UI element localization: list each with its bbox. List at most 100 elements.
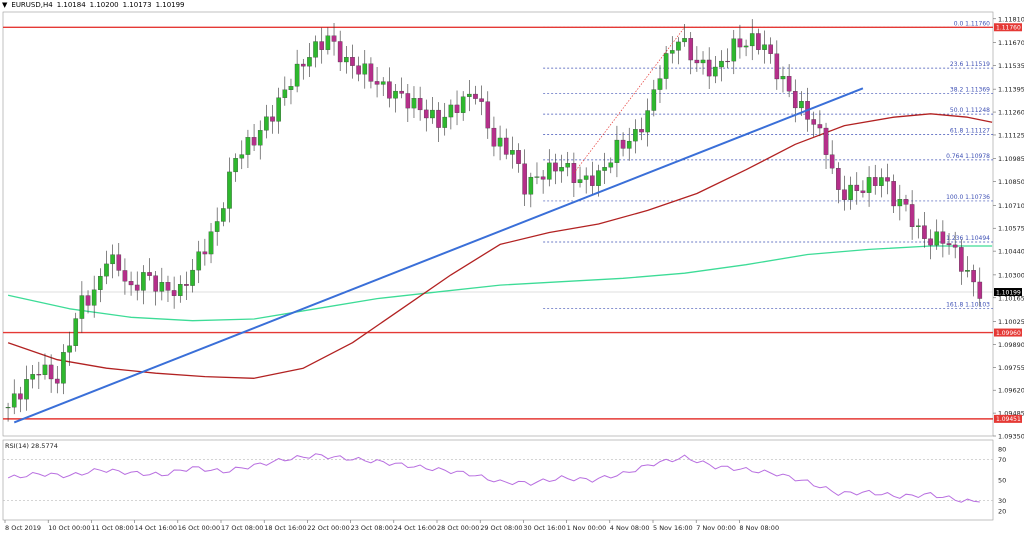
- time-tick-label: 11 Oct 08:00: [91, 524, 133, 532]
- candle-bull: [467, 93, 472, 97]
- candle-bull: [380, 81, 386, 85]
- candle-bear: [922, 225, 927, 239]
- horizontal-level-tag: [994, 414, 1022, 423]
- candle-bull: [713, 66, 718, 77]
- candle-bull: [700, 59, 706, 64]
- candle-bull: [257, 130, 263, 146]
- candle-bull: [61, 352, 66, 384]
- candle-bear: [503, 137, 509, 155]
- candle-bear: [331, 35, 337, 42]
- candle-bull: [264, 116, 269, 131]
- candle-bull: [362, 63, 368, 75]
- candle-bull: [645, 110, 650, 133]
- price-tick-label: 1.09755: [998, 364, 1024, 372]
- candle-bull: [731, 38, 737, 62]
- candle-bear: [165, 282, 171, 291]
- rsi-tick-label: 70: [998, 456, 1006, 464]
- fib-level-label: 50.0 1.11248: [950, 107, 990, 114]
- candle-bull: [633, 129, 638, 142]
- candle-bull: [626, 140, 632, 149]
- candle-bear: [940, 231, 946, 244]
- candle-bull: [67, 345, 72, 353]
- candle-bear: [85, 295, 91, 306]
- candle-bear: [405, 93, 411, 109]
- time-tick-label: 23 Oct 08:00: [351, 524, 393, 532]
- fib-level-label: 0.764 1.10978: [946, 153, 990, 160]
- fib-level-label: 100.0 1.10736: [946, 194, 990, 201]
- time-tick-label: 10 Oct 00:00: [48, 524, 90, 532]
- candle-bull: [799, 101, 804, 109]
- candle-bull: [5, 407, 11, 409]
- candle-bear: [184, 284, 189, 286]
- candle-bull: [497, 137, 503, 147]
- fib-level-label: 38.2 1.11369: [950, 87, 990, 94]
- candle-bear: [473, 93, 478, 99]
- current-price-tag: [994, 288, 1022, 297]
- candle-bear: [842, 189, 847, 200]
- current-price-label: 1.10199: [996, 289, 1021, 296]
- candle-bull: [227, 171, 232, 209]
- candle-bull: [177, 284, 183, 296]
- candle-bear: [399, 90, 404, 94]
- candle-bull: [559, 167, 564, 172]
- candle-bull: [344, 57, 349, 63]
- candle-bull: [682, 38, 687, 43]
- candle-bull: [208, 231, 214, 255]
- candle-bear: [885, 177, 890, 182]
- candle-bull: [42, 364, 48, 375]
- candle-bull: [141, 272, 146, 291]
- candle-bear: [774, 53, 780, 80]
- candle-bull: [608, 162, 614, 168]
- candle-bear: [147, 272, 152, 276]
- candle-bear: [836, 167, 841, 190]
- time-tick-label: 14 Oct 16:00: [135, 524, 177, 532]
- candle-bear: [485, 101, 491, 129]
- candle-bull: [294, 63, 300, 87]
- candle-bear: [251, 137, 257, 146]
- time-tick-label: 24 Oct 16:00: [394, 524, 436, 532]
- candle-bull: [307, 57, 312, 67]
- rsi-tick-label: 20: [998, 507, 1006, 515]
- candle-bull: [897, 199, 903, 207]
- candle-bear: [171, 290, 177, 296]
- candle-bull: [245, 137, 251, 155]
- price-tick-label: 1.11535: [998, 62, 1024, 70]
- candle-bear: [786, 76, 792, 92]
- price-tick-label: 1.10025: [998, 318, 1024, 326]
- candle-bear: [792, 91, 798, 109]
- candle-bull: [749, 33, 755, 47]
- price-tick-label: 1.11260: [998, 109, 1024, 117]
- high-price: 1.10200: [89, 1, 119, 9]
- candle-bear: [823, 127, 829, 155]
- fib-level-label: 61.8 1.11127: [950, 128, 990, 135]
- candle-bear: [952, 244, 958, 248]
- candle-bear: [54, 378, 60, 384]
- ma-200-line: [7, 245, 993, 322]
- rising-trend-line: [13, 87, 864, 424]
- time-tick-label: 29 Oct 08:00: [480, 524, 522, 532]
- candle-bear: [300, 63, 306, 67]
- candle-bull: [233, 158, 238, 173]
- candle-bull: [221, 208, 226, 222]
- candle-bear: [639, 129, 644, 133]
- price-tick-label: 1.09890: [998, 341, 1024, 349]
- chart-menu-arrow-icon[interactable]: ▼: [2, 1, 8, 9]
- candle-bull: [780, 76, 786, 80]
- candle-bear: [202, 251, 208, 255]
- horizontal-level-label: 1.11760: [996, 25, 1021, 32]
- horizontal-level-label: 1.09960: [996, 330, 1021, 337]
- price-tick-label: 1.11125: [998, 131, 1024, 139]
- candle-bear: [946, 243, 952, 246]
- candle-bull: [669, 50, 675, 54]
- candle-bear: [516, 150, 521, 164]
- time-tick-label: 30 Oct 16:00: [523, 524, 565, 532]
- price-tick-label: 1.10575: [998, 225, 1024, 233]
- candle-bear: [270, 116, 275, 122]
- fib-level-label: 0.0 1.11760: [954, 20, 990, 27]
- price-tick-label: 1.10300: [998, 271, 1024, 279]
- candle-bull: [915, 225, 921, 228]
- horizontal-level-label: 1.09451: [996, 416, 1021, 423]
- time-tick-label: 4 Nov 08:00: [610, 524, 650, 532]
